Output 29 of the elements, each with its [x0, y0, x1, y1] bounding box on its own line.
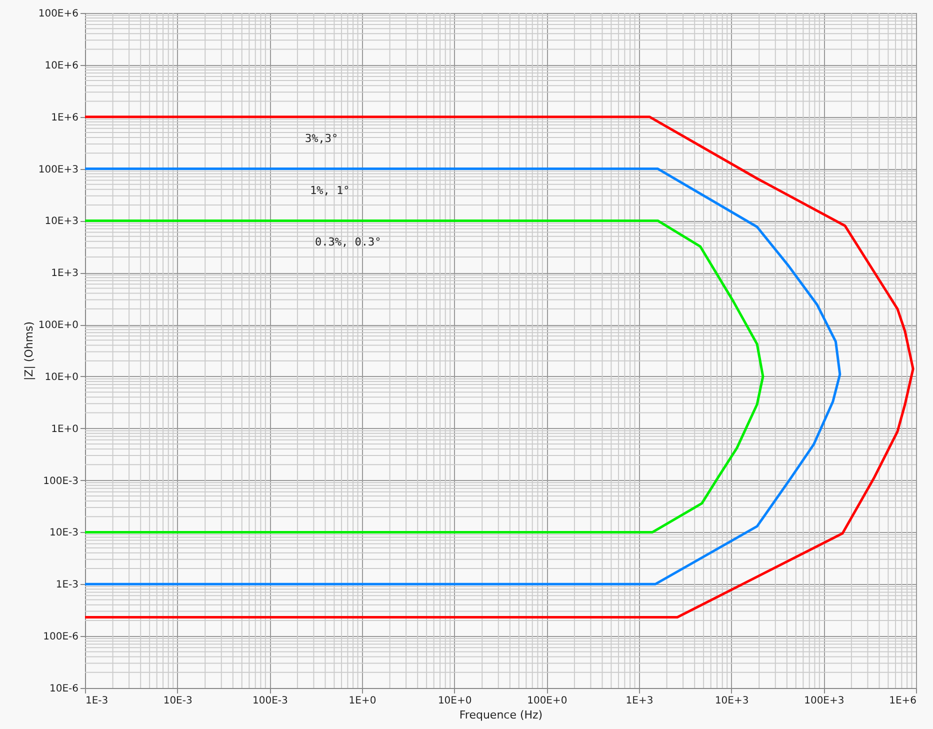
- y-tick-label: 1E+3: [51, 268, 78, 280]
- y-tick-label: 10E-6: [49, 684, 78, 694]
- y-tick-label: 100E-3: [43, 476, 78, 487]
- y-tick-label: 10E-3: [49, 528, 78, 539]
- y-tick-label: 100E+0: [38, 320, 78, 332]
- annotation: 0.3%, 0.3°: [315, 236, 382, 249]
- y-axis-title: |Z| (Ohms): [22, 321, 36, 381]
- x-tick-label: 10E+3: [714, 696, 749, 706]
- y-tick-label: 100E+6: [38, 8, 78, 20]
- x-tick-label: 1E+0: [348, 696, 376, 706]
- x-axis-title: Frequence (Hz): [459, 708, 543, 722]
- x-tick-label: 1E+3: [626, 696, 654, 706]
- y-tick-label: 10E+0: [44, 372, 78, 383]
- x-tick-label: 10E+0: [438, 696, 472, 706]
- x-tick-label: 1E-3: [86, 696, 108, 706]
- y-tick-label: 1E+0: [51, 424, 78, 435]
- annotation: 1%, 1°: [310, 184, 350, 197]
- x-tick-label: 100E+0: [527, 696, 568, 706]
- y-tick-label: 100E+3: [38, 164, 78, 176]
- x-tick-label: 100E-3: [252, 696, 288, 706]
- annotation: 3%,3°: [305, 132, 338, 145]
- y-tick-label: 10E+3: [44, 216, 78, 228]
- x-tick-label: 100E+3: [804, 696, 844, 706]
- y-tick-label: 1E-3: [56, 580, 78, 591]
- x-tick-label: 1E+6: [889, 696, 916, 706]
- y-tick-label: 10E+6: [44, 60, 78, 72]
- y-tick-label: 100E-6: [43, 632, 78, 643]
- y-tick-label: 1E+6: [51, 112, 78, 124]
- x-tick-label: 10E-3: [163, 696, 192, 706]
